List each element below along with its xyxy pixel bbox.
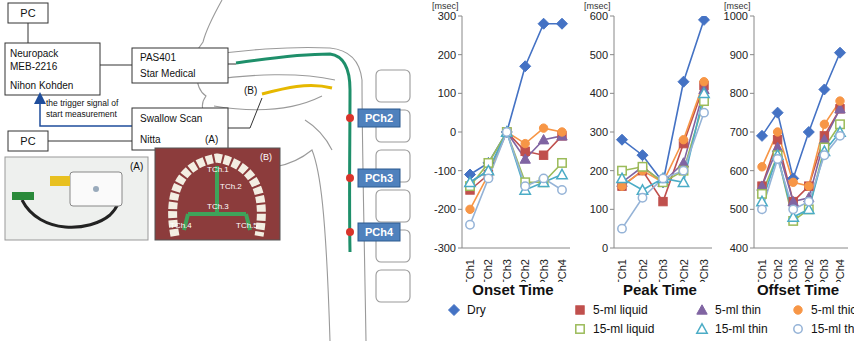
svg-text:TCh2: TCh2	[482, 259, 494, 282]
svg-text:TCh2: TCh2	[772, 259, 784, 282]
svg-text:TCh.3: TCh.3	[207, 202, 229, 211]
svg-text:TCh.4: TCh.4	[170, 221, 192, 230]
html-text:15-ml thin: 15-ml thin	[715, 322, 768, 336]
svg-text:-300: -300	[434, 242, 456, 254]
svg-text:MEB-2216: MEB-2216	[10, 61, 58, 72]
svg-text:PCh2: PCh2	[678, 259, 690, 282]
svg-text:0: 0	[602, 242, 608, 254]
svg-text:500: 500	[590, 49, 608, 61]
svg-text:PC: PC	[20, 7, 35, 19]
svg-text:200: 200	[590, 165, 608, 177]
svg-text:PCh3: PCh3	[698, 259, 710, 282]
svg-text:-200: -200	[434, 203, 456, 215]
svg-text:TCh1: TCh1	[464, 259, 476, 282]
svg-text:TCh3: TCh3	[657, 259, 669, 282]
svg-text:400: 400	[730, 242, 748, 254]
html-text:Onset Time: Onset Time	[472, 281, 554, 298]
svg-text:PCh4: PCh4	[365, 226, 394, 238]
html-text:[msec]: [msec]	[724, 1, 751, 11]
svg-text:300: 300	[438, 10, 456, 22]
svg-text:TCh.1: TCh.1	[207, 165, 229, 174]
svg-text:Swallow Scan: Swallow Scan	[140, 113, 202, 124]
svg-text:700: 700	[730, 126, 748, 138]
svg-text:PCh3: PCh3	[538, 259, 550, 282]
html-text:Peak Time: Peak Time	[623, 281, 697, 298]
svg-text:PC: PC	[20, 135, 35, 147]
svg-text:(B): (B)	[244, 85, 257, 96]
svg-text:(A): (A)	[205, 134, 218, 145]
svg-text:PAS401: PAS401	[140, 52, 176, 63]
svg-text:100: 100	[590, 203, 608, 215]
svg-text:Star Medical: Star Medical	[140, 68, 196, 79]
svg-text:(B): (B)	[260, 152, 272, 162]
svg-text:PCh3: PCh3	[818, 259, 830, 282]
svg-text:100: 100	[438, 87, 456, 99]
svg-text:400: 400	[590, 87, 608, 99]
svg-text:0: 0	[450, 126, 456, 138]
svg-text:Neuropack: Neuropack	[10, 48, 59, 59]
html-text:5-ml thin: 5-ml thin	[715, 303, 761, 317]
svg-text:1000: 1000	[724, 10, 748, 22]
svg-text:800: 800	[730, 87, 748, 99]
svg-text:300: 300	[590, 126, 608, 138]
svg-text:Nitta: Nitta	[140, 134, 161, 145]
svg-text:PCh3: PCh3	[365, 172, 393, 184]
html-text:[msec]: [msec]	[584, 1, 611, 11]
svg-text:600: 600	[590, 10, 608, 22]
svg-text:TCh3: TCh3	[501, 259, 513, 282]
svg-text:200: 200	[438, 49, 456, 61]
html-text:15-ml liquid: 15-ml liquid	[593, 322, 655, 336]
svg-text:600: 600	[730, 165, 748, 177]
svg-text:-100: -100	[434, 165, 456, 177]
svg-text:PCh2: PCh2	[803, 259, 815, 282]
svg-text:start measurement: start measurement	[46, 109, 117, 119]
svg-text:PCh4: PCh4	[556, 259, 568, 282]
html-text:Offset Time: Offset Time	[756, 281, 840, 298]
svg-text:(A): (A)	[130, 161, 143, 172]
svg-text:TCh.2: TCh.2	[220, 182, 242, 191]
svg-text:500: 500	[730, 203, 748, 215]
html-text:[msec]: [msec]	[432, 1, 459, 11]
svg-text:900: 900	[730, 49, 748, 61]
svg-text:PCh2: PCh2	[365, 112, 393, 124]
html-text:Dry: Dry	[467, 303, 486, 317]
svg-text:PCh2: PCh2	[519, 259, 531, 282]
svg-text:PCh4: PCh4	[834, 259, 846, 282]
svg-text:TCh1: TCh1	[616, 259, 628, 282]
svg-text:TCh2: TCh2	[637, 259, 649, 282]
svg-text:TCh3: TCh3	[787, 259, 799, 282]
svg-text:the trigger signal of: the trigger signal of	[46, 98, 119, 108]
svg-text:Nihon Kohden: Nihon Kohden	[10, 80, 73, 91]
svg-text:TCh.5: TCh.5	[236, 221, 258, 230]
html-text:5-ml liquid: 5-ml liquid	[593, 303, 648, 317]
svg-text:TCh1: TCh1	[756, 259, 768, 282]
